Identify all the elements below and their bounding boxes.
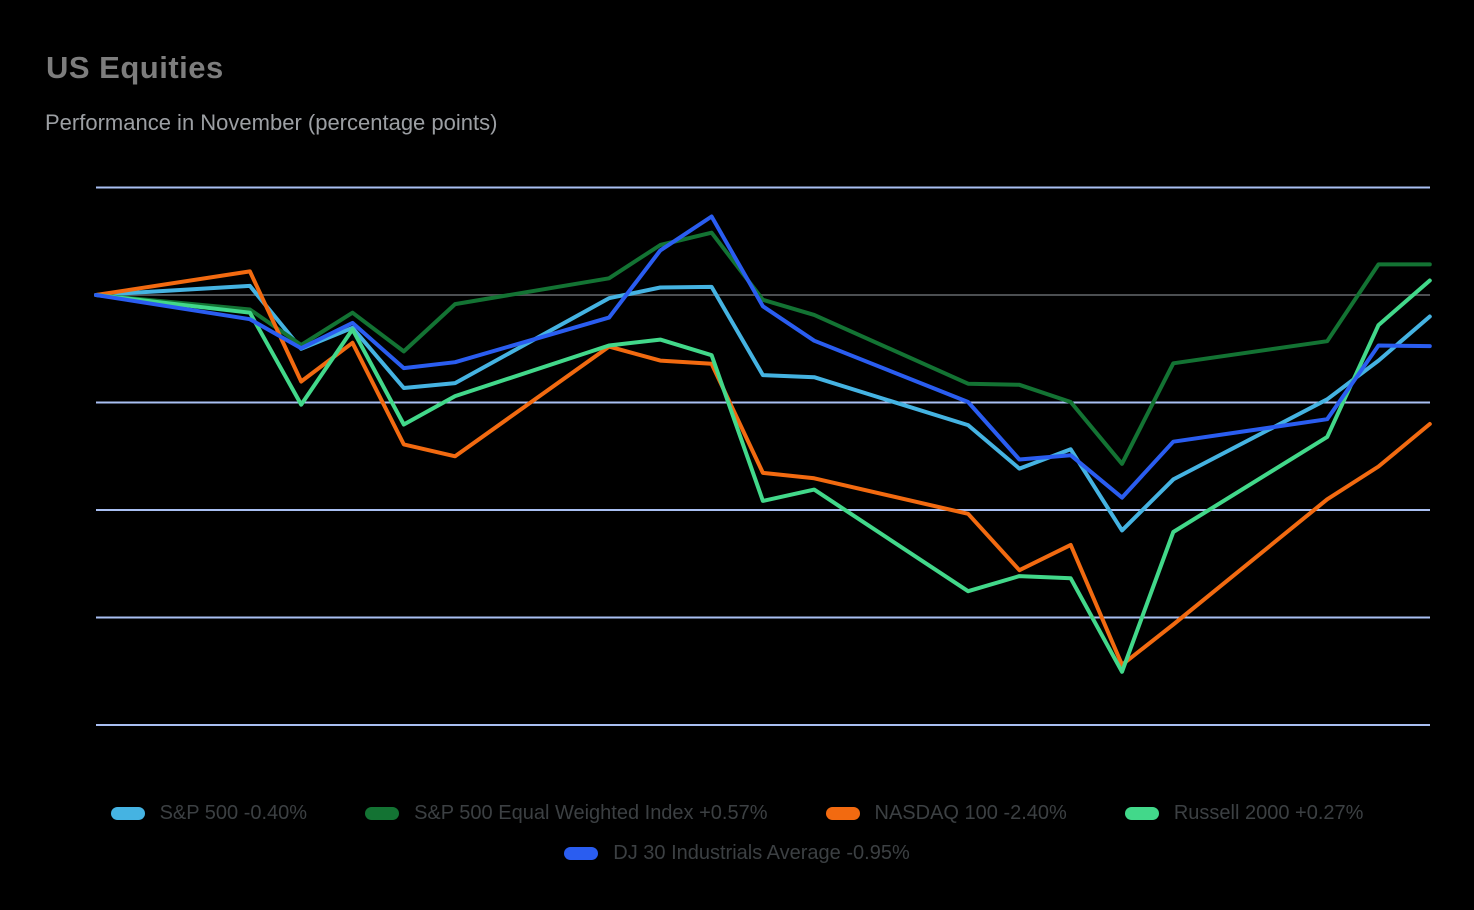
legend-label-dj-30-industrials-average: DJ 30 Industrials Average -0.95% [613, 841, 910, 864]
legend-swatch-dj-30-industrials-average [564, 846, 599, 860]
chart-subtitle: Performance in November (percentage poin… [45, 110, 498, 135]
legend-item-s-p-500-equal-weighted-index[interactable]: S&P 500 Equal Weighted Index +0.57% [365, 801, 768, 825]
series-line-s-p-500 [94, 283, 1432, 533]
legend-swatch-nasdaq-100 [825, 806, 860, 820]
legend-item-nasdaq-100[interactable]: NASDAQ 100 -2.40% [825, 801, 1067, 825]
legend-item-russell-2000[interactable]: Russell 2000 +0.27% [1124, 801, 1364, 825]
legend-label-s-p-500-equal-weighted-index: S&P 500 Equal Weighted Index +0.57% [414, 801, 768, 824]
legend-swatch-s-p-500-equal-weighted-index [365, 806, 400, 820]
series-line-nasdaq-100 [94, 269, 1432, 667]
legend-label-s-p-500: S&P 500 -0.40% [159, 801, 308, 824]
legend-label-nasdaq-100: NASDAQ 100 -2.40% [874, 801, 1067, 824]
legend-item-dj-30-industrials-average[interactable]: DJ 30 Industrials Average -0.95% [564, 841, 910, 865]
legend-item-s-p-500[interactable]: S&P 500 -0.40% [110, 801, 308, 825]
series-line-dj-30-industrials-average [94, 214, 1432, 500]
series-line-s-p-500-equal-weighted-index [94, 230, 1432, 466]
legend-row: DJ 30 Industrials Average -0.95% [0, 840, 1474, 866]
legend-row: S&P 500 -0.40% S&P 500 Equal Weighted Ind… [0, 800, 1474, 826]
chart-legend: S&P 500 -0.40% S&P 500 Equal Weighted Ind… [0, 800, 1474, 866]
series-line-russell-2000 [94, 278, 1432, 674]
chart-title: US Equities [46, 50, 224, 85]
legend-swatch-russell-2000 [1124, 806, 1159, 820]
legend-swatch-s-p-500 [110, 806, 145, 820]
legend-label-russell-2000: Russell 2000 +0.27% [1173, 801, 1364, 824]
